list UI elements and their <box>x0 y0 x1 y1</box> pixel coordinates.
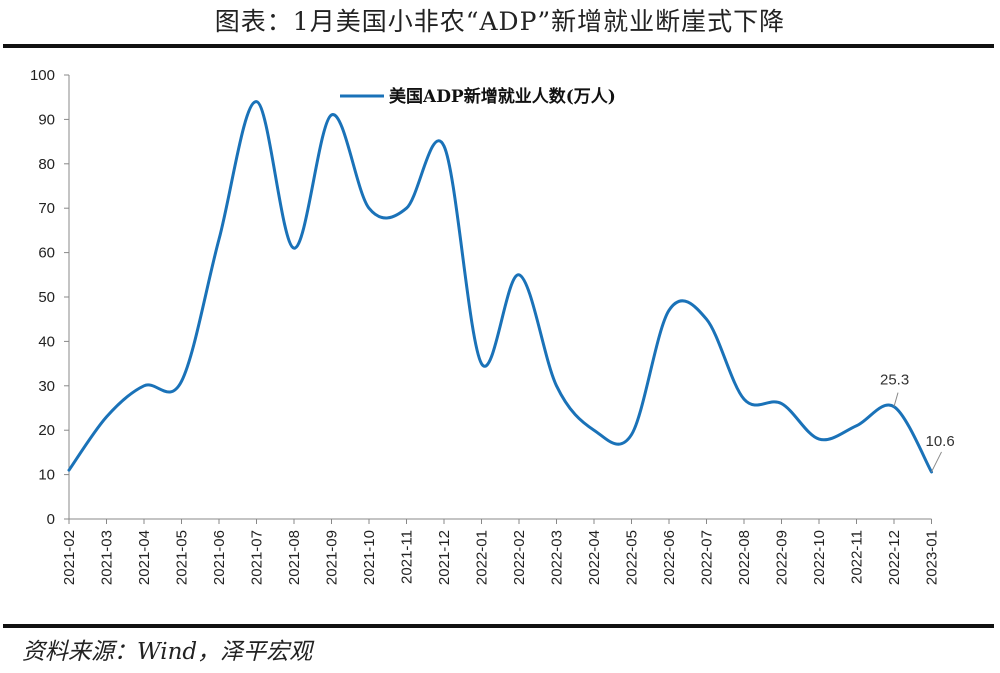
x-tick-label: 2021-10 <box>361 530 378 585</box>
axes: 0 10 20 30 40 50 60 70 80 90 100 2021-02 2021-03 2021… <box>30 67 941 585</box>
series-layer <box>67 100 933 474</box>
x-tick-label: 2022-11 <box>849 530 866 584</box>
legend-label: 美国ADP新增就业人数(万人) <box>389 86 616 107</box>
x-tick-label: 2021-08 <box>286 530 303 585</box>
x-tick-label: 2021-12 <box>436 530 453 585</box>
x-tick-label: 2021-06 <box>211 530 228 585</box>
x-tick-label: 2022-01 <box>474 530 491 585</box>
x-tick-label: 2022-12 <box>886 530 903 585</box>
x-tick-label: 2022-08 <box>736 530 753 585</box>
y-tick-label: 20 <box>38 422 55 439</box>
x-tick-label: 2021-07 <box>249 530 266 585</box>
legend: 美国ADP新增就业人数(万人) <box>340 86 616 107</box>
y-tick-label: 100 <box>30 67 55 84</box>
y-tick-label: 50 <box>38 289 55 306</box>
x-tick-label: 2021-03 <box>99 530 116 585</box>
top-rule <box>3 44 994 48</box>
source-note: 资料来源：Wind，泽平宏观 <box>22 639 313 665</box>
line-chart: 0 10 20 30 40 50 60 70 80 90 100 2021-02 2021-03 2021… <box>30 67 955 585</box>
x-tick-label: 2022-03 <box>549 530 566 585</box>
x-tick-label: 2021-11 <box>399 530 416 584</box>
y-tick-label: 30 <box>38 378 55 395</box>
x-tick-label: 2022-09 <box>774 530 791 585</box>
series-line <box>67 100 933 474</box>
x-tick-label: 2022-04 <box>586 530 603 585</box>
annotation-leader <box>893 392 899 407</box>
x-tick-label: 2022-06 <box>661 530 678 585</box>
x-tick-label: 2021-09 <box>324 530 341 585</box>
x-tick-label: 2023-01 <box>924 530 941 585</box>
figure-title: 图表：1月美国小非农“ADP”新增就业断崖式下降 <box>214 7 786 36</box>
annotation-leader <box>931 451 942 473</box>
y-tick-label: 60 <box>38 245 55 262</box>
x-tick-label: 2021-05 <box>174 530 191 585</box>
x-tick-label: 2021-04 <box>136 530 153 585</box>
y-tick-label: 10 <box>38 467 55 484</box>
x-tick-label: 2022-02 <box>511 530 528 585</box>
annotations: 25.3 10.6 <box>880 372 955 473</box>
y-tick-label: 40 <box>38 333 55 350</box>
y-tick-label: 0 <box>47 511 55 528</box>
annotation-label: 25.3 <box>880 372 909 389</box>
x-tick-label: 2021-02 <box>61 530 78 585</box>
y-tick-label: 90 <box>38 111 55 128</box>
x-tick-label: 2022-10 <box>811 530 828 585</box>
x-tick-label: 2022-05 <box>624 530 641 585</box>
bottom-rule <box>3 624 994 628</box>
y-tick-label: 70 <box>38 200 55 217</box>
annotation-label: 10.6 <box>926 433 955 450</box>
x-tick-label: 2022-07 <box>699 530 716 585</box>
y-tick-label: 80 <box>38 156 55 173</box>
